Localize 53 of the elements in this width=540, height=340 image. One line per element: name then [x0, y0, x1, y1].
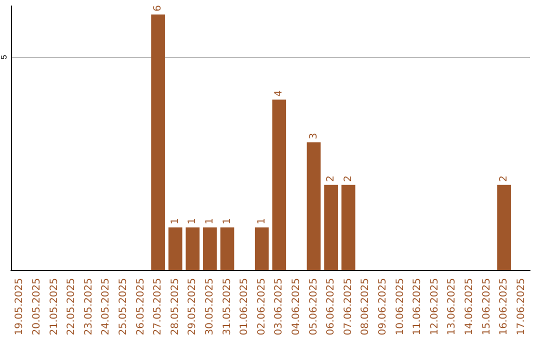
- data-label: 1: [187, 218, 198, 224]
- bar: [151, 14, 165, 270]
- data-label: 1: [256, 218, 268, 224]
- x-tick-label: 09.06.2025: [377, 278, 388, 336]
- bar: [168, 227, 182, 270]
- x-tick-label: 16.06.2025: [498, 278, 510, 336]
- data-label: 2: [326, 175, 337, 182]
- x-tick-label: 26.05.2025: [135, 278, 146, 336]
- x-tick-label: 12.06.2025: [429, 278, 440, 336]
- y-tick-label: 5: [0, 54, 8, 60]
- x-tick-label: 15.06.2025: [481, 278, 492, 336]
- x-tick-label: 25.05.2025: [118, 278, 129, 336]
- x-tick-label: 27.05.2025: [152, 278, 164, 336]
- x-tick-label: 11.06.2025: [412, 278, 424, 336]
- x-tick-label: 19.05.2025: [14, 278, 26, 336]
- x-tick-label: 29.05.2025: [187, 278, 198, 336]
- x-tick-label: 13.06.2025: [446, 278, 458, 336]
- x-tick-label: 02.06.2025: [256, 278, 268, 336]
- x-tick-label: 20.05.2025: [31, 278, 42, 336]
- bar: [497, 184, 511, 270]
- x-tick-label: 21.05.2025: [48, 278, 60, 336]
- data-label: 1: [222, 218, 233, 224]
- data-label: 1: [204, 218, 216, 224]
- bar: [341, 184, 356, 270]
- x-tick-label: 14.06.2025: [464, 278, 475, 336]
- bar: [272, 100, 286, 270]
- x-tick-label: 07.06.2025: [342, 278, 354, 336]
- data-label: 6: [152, 5, 164, 12]
- x-tick-label: 31.05.2025: [222, 278, 233, 336]
- data-label: 1: [170, 218, 181, 224]
- data-label: 4: [274, 90, 285, 97]
- x-tick-label: 10.06.2025: [394, 278, 406, 336]
- x-tick-label: 03.06.2025: [274, 278, 285, 336]
- x-tick-label: 28.05.2025: [170, 278, 181, 336]
- bar: [203, 227, 217, 270]
- x-tick-label: 23.05.2025: [83, 278, 94, 336]
- x-tick-label: 24.05.2025: [100, 278, 112, 336]
- x-tick-label: 17.06.2025: [516, 278, 527, 336]
- x-tick-label: 08.06.2025: [360, 278, 372, 336]
- bar: [254, 227, 269, 270]
- bar: [324, 184, 338, 270]
- bar: [186, 227, 200, 270]
- x-tick-label: 06.06.2025: [326, 278, 337, 336]
- bar: [220, 227, 234, 270]
- x-tick-label: 30.05.2025: [204, 278, 216, 336]
- data-label: 3: [308, 132, 320, 140]
- x-tick-label: 01.06.2025: [239, 278, 250, 336]
- x-tick-label: 22.05.2025: [66, 278, 78, 336]
- x-tick-label: 05.06.2025: [308, 278, 320, 336]
- data-label: 2: [342, 175, 354, 182]
- bar: [306, 142, 321, 270]
- x-tick-label: 04.06.2025: [290, 278, 302, 336]
- data-label: 2: [498, 175, 510, 182]
